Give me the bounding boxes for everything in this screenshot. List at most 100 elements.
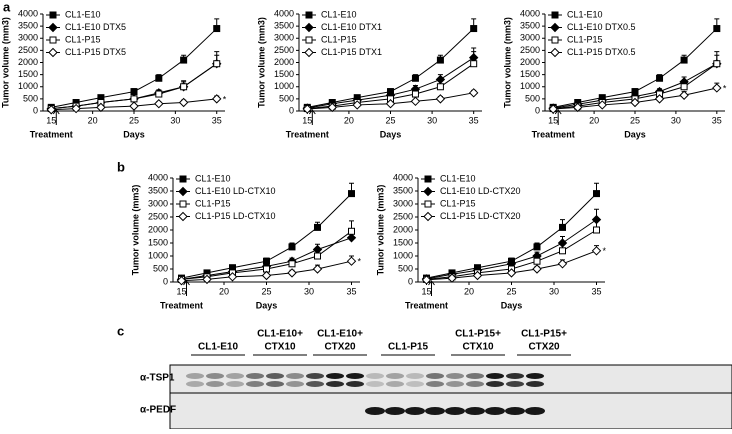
x-tick-label: 20: [464, 286, 474, 296]
blot-band: [286, 381, 304, 387]
marker: [214, 26, 220, 32]
marker: [50, 12, 56, 18]
y-tick-label: 1000: [148, 250, 168, 260]
y-tick-label: 1000: [520, 81, 540, 91]
marker: [306, 12, 312, 18]
blot-band: [526, 381, 544, 387]
annotation: *: [223, 94, 227, 104]
marker: [560, 224, 566, 230]
blot-band: [306, 381, 324, 387]
y-tick-label: 2000: [148, 224, 168, 234]
panel-label: c: [117, 323, 124, 338]
marker: [179, 213, 187, 221]
marker: [594, 191, 600, 197]
x-tick-label: 30: [170, 115, 180, 125]
y-tick-label: 1500: [148, 237, 168, 247]
blot-band: [286, 373, 304, 379]
x-tick-label: 35: [346, 286, 356, 296]
y-tick-label: 3500: [148, 185, 168, 195]
blot-band: [486, 373, 504, 379]
y-tick-label: 3500: [274, 21, 294, 31]
y-axis-label: Tumor volume (mm3): [256, 17, 266, 108]
legend-label: CL1-E10 LD-CTX20: [440, 186, 521, 196]
y-tick-label: 0: [163, 276, 168, 286]
legend-label: CL1-E10 DTX1: [321, 22, 382, 32]
y-tick-label: 2500: [274, 45, 294, 55]
marker: [156, 75, 162, 81]
blot-group-label: CTX20: [528, 342, 560, 353]
marker: [411, 97, 419, 105]
annotation: *: [358, 257, 362, 267]
treatment-label: Treatment: [286, 129, 329, 139]
legend-label: CL1-E10 DTX5: [65, 22, 126, 32]
marker: [437, 57, 443, 63]
y-tick-label: 1500: [520, 69, 540, 79]
y-tick-label: 2000: [393, 224, 413, 234]
y-tick-label: 500: [23, 93, 38, 103]
blot-band: [386, 381, 404, 387]
x-axis-label: Days: [256, 300, 278, 310]
y-tick-label: 1000: [393, 250, 413, 260]
blot-band: [365, 407, 385, 415]
blot-band: [246, 373, 264, 379]
marker: [533, 265, 541, 273]
y-axis-label: Tumor volume (mm3): [375, 185, 385, 276]
blot-band: [326, 381, 344, 387]
treatment-label: Treatment: [30, 129, 73, 139]
x-tick-label: 35: [212, 115, 222, 125]
legend-label: CL1-P15: [321, 34, 357, 44]
blot-band: [406, 373, 424, 379]
marker: [315, 253, 321, 259]
legend-label: CL1-P15: [65, 34, 101, 44]
marker: [131, 96, 137, 102]
y-tick-label: 2500: [520, 45, 540, 55]
blot-band: [385, 407, 405, 415]
marker: [412, 91, 418, 97]
treatment-label: Treatment: [532, 129, 575, 139]
marker: [471, 61, 477, 67]
x-tick-label: 15: [176, 286, 186, 296]
x-tick-label: 20: [589, 115, 599, 125]
blot-band: [485, 407, 505, 415]
x-tick-label: 30: [549, 286, 559, 296]
marker: [424, 188, 432, 196]
blot-band: [486, 381, 504, 387]
blot-band: [266, 373, 284, 379]
blot-group-label: CTX10: [264, 342, 296, 353]
blot-band: [346, 381, 364, 387]
marker: [49, 49, 57, 57]
marker: [50, 37, 56, 43]
marker: [214, 61, 220, 67]
marker: [155, 100, 163, 108]
y-tick-label: 0: [408, 276, 413, 286]
blot-band: [446, 373, 464, 379]
marker: [681, 84, 687, 90]
y-axis-label: Tumor volume (mm3): [502, 17, 512, 108]
marker: [593, 247, 601, 255]
marker: [305, 24, 313, 32]
legend-label: CL1-P15 LD-CTX10: [195, 211, 276, 221]
blot-group-label: CL1-P15: [388, 342, 428, 353]
blot-band: [266, 381, 284, 387]
y-tick-label: 0: [33, 105, 38, 115]
blot-band: [506, 373, 524, 379]
blot-band: [446, 381, 464, 387]
blot-band: [346, 373, 364, 379]
marker: [263, 272, 271, 280]
blot-band: [226, 381, 244, 387]
marker: [559, 260, 567, 268]
marker: [425, 176, 431, 182]
marker: [349, 191, 355, 197]
marker: [289, 261, 295, 267]
y-tick-label: 4000: [18, 8, 38, 18]
blot-band: [386, 373, 404, 379]
legend-label: CL1-P15 DTX1: [321, 47, 382, 57]
y-tick-label: 4000: [393, 172, 413, 182]
blot-band: [426, 381, 444, 387]
marker: [714, 26, 720, 32]
x-tick-label: 15: [421, 286, 431, 296]
marker: [49, 24, 57, 32]
blot-group-label: CTX20: [324, 342, 356, 353]
y-tick-label: 2500: [18, 45, 38, 55]
